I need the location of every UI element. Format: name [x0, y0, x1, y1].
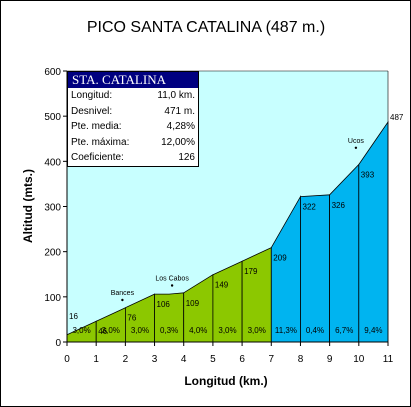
slope-label-3: 3,0% — [131, 326, 149, 335]
slope-label-8: 11,3% — [275, 326, 297, 335]
slope-label-1: 3,0% — [72, 326, 90, 335]
info-row: Longitud: 11,0 km. — [68, 88, 198, 104]
info-row-label: Coeficiente: — [71, 152, 124, 163]
slope-label-9: 0,4% — [306, 326, 324, 335]
place-marker-0 — [121, 298, 124, 302]
y-tick-label-4: 400 — [44, 157, 61, 168]
x-tick-label-1: 1 — [93, 354, 99, 365]
x-tick-label-7: 7 — [269, 354, 275, 365]
altitude-label-11: 487 — [390, 113, 404, 122]
y-axis-label: Altitud (mts.) — [21, 169, 35, 243]
altitude-label-1: 46 — [98, 327, 107, 336]
route-info-box: STA. CATALINA Longitud: 11,0 km. Desnivel:… — [67, 71, 199, 167]
slope-label-6: 3,0% — [218, 326, 236, 335]
chart-title: PICO SANTA CATALINA (487 m.) — [87, 19, 325, 36]
profile-segment-10 — [329, 163, 360, 343]
x-tick-label-10: 10 — [353, 354, 365, 365]
x-tick-label-6: 6 — [239, 354, 245, 365]
place-marker-2 — [354, 146, 358, 149]
info-row-label: Pte. máxima: — [71, 136, 130, 148]
info-row: Coeficiente: 126 — [68, 150, 198, 166]
slope-label-11: 9,4% — [364, 326, 382, 335]
info-row-value: 4,28% — [166, 121, 195, 132]
info-row-label: Longitud: — [71, 90, 113, 101]
altitude-label-0: 16 — [69, 312, 78, 321]
altitude-label-4: 109 — [186, 299, 200, 308]
altitude-label-5: 149 — [215, 281, 229, 290]
info-row-value: 12,00% — [161, 136, 195, 148]
place-label-2: Ucos — [348, 138, 364, 145]
x-tick-label-5: 5 — [210, 354, 216, 365]
slope-label-2: 3,0% — [102, 326, 120, 335]
x-tick-label-3: 3 — [152, 354, 158, 365]
x-tick-label-2: 2 — [123, 354, 129, 365]
altitude-label-10: 393 — [361, 171, 375, 180]
altitude-label-9: 326 — [332, 201, 346, 210]
altitude-label-3: 106 — [157, 300, 171, 309]
altitude-label-7: 209 — [273, 254, 287, 263]
info-row: Pte. máxima: 12,00% — [68, 135, 198, 151]
slope-label-5: 4,0% — [189, 326, 207, 335]
slope-label-10: 6,7% — [335, 326, 353, 335]
x-tick-label-0: 0 — [64, 354, 70, 365]
x-axis-label: Longitud (km.) — [184, 374, 267, 388]
y-tick-label-2: 200 — [44, 248, 61, 259]
info-row-label: Desnivel: — [71, 105, 113, 117]
profile-segment-9 — [300, 194, 331, 343]
info-row-value: 126 — [178, 152, 195, 163]
x-tick-label-4: 4 — [181, 354, 187, 365]
x-tick-label-11: 11 — [383, 354, 394, 365]
info-row-value: 471 m. — [164, 105, 195, 117]
altitude-label-8: 322 — [303, 203, 317, 212]
slope-label-4: 0,3% — [160, 326, 178, 335]
info-row: Desnivel: 471 m. — [68, 104, 198, 120]
place-label-0: Bances — [111, 290, 135, 297]
x-tick-label-8: 8 — [298, 354, 304, 365]
y-tick-label-6: 600 — [44, 67, 61, 78]
y-tick-label-5: 500 — [44, 112, 61, 123]
y-tick-label-0: 0 — [55, 338, 61, 349]
altitude-label-6: 179 — [244, 267, 258, 276]
y-tick-label-1: 100 — [44, 293, 61, 304]
altitude-label-2: 76 — [127, 314, 136, 323]
info-row-value: 11,0 km. — [157, 90, 195, 101]
place-marker-1 — [170, 284, 174, 287]
info-row: Pte. media: 4,28% — [68, 119, 198, 135]
x-tick-label-9: 9 — [327, 354, 333, 365]
slope-label-7: 3,0% — [248, 326, 266, 335]
y-tick-label-3: 300 — [44, 203, 61, 214]
info-row-label: Pte. media: — [71, 121, 122, 132]
route-info-header: STA. CATALINA — [68, 72, 198, 88]
place-label-1: Los Cabos — [155, 276, 189, 283]
